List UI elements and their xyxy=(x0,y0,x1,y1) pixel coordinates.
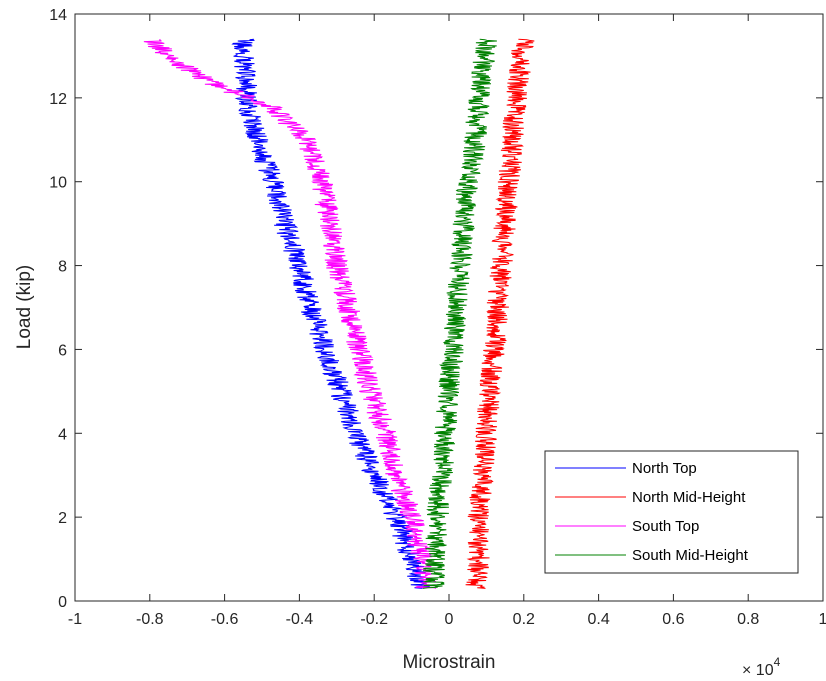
y-tick-label: 10 xyxy=(49,175,67,192)
x-tick-label: 0.8 xyxy=(737,611,759,628)
y-tick-label: 12 xyxy=(49,91,67,108)
series-line-3 xyxy=(143,38,437,589)
y-tick-label: 2 xyxy=(58,510,67,527)
y-tick-label: 0 xyxy=(58,594,67,611)
y-tick-label: 8 xyxy=(58,259,67,276)
x-axis-multiplier: × 104 xyxy=(742,655,781,679)
x-axis-title: Microstrain xyxy=(403,652,496,673)
x-multiplier-base: × 10 xyxy=(742,662,774,679)
legend-label: North Mid-Height xyxy=(632,489,746,506)
x-tick-label: -0.2 xyxy=(360,611,388,628)
x-tick-label: 0.4 xyxy=(587,611,609,628)
x-tick-label: -1 xyxy=(68,611,82,628)
legend-label: South Top xyxy=(632,518,699,535)
y-tick-label: 14 xyxy=(49,7,67,24)
x-multiplier-exponent: 4 xyxy=(774,655,781,669)
x-tick-label: 0.6 xyxy=(662,611,684,628)
series-line-2 xyxy=(465,38,535,589)
series-line-1 xyxy=(231,38,430,589)
x-tick-label: -0.6 xyxy=(211,611,239,628)
x-tick-label: 1 xyxy=(819,611,826,628)
series-line-4 xyxy=(422,38,497,589)
legend-label: South Mid-Height xyxy=(632,547,749,564)
y-tick-label: 6 xyxy=(58,342,67,359)
legend: North Top North Mid-Height South Top South … xyxy=(544,450,799,574)
series-layer xyxy=(143,38,535,589)
y-axis-title: Load (kip) xyxy=(14,265,35,350)
x-tick-label: 0.2 xyxy=(513,611,535,628)
y-tick-label: 4 xyxy=(58,426,67,443)
x-tick-label: 0 xyxy=(445,611,454,628)
x-tick-label: -0.4 xyxy=(286,611,314,628)
legend-label: North Top xyxy=(632,460,697,477)
ticks-layer: -1 -0.8 -0.6 -0.4 -0.2 0 0.2 0.4 0.6 0.8 102468101… xyxy=(49,7,826,628)
x-tick-label: -0.8 xyxy=(136,611,164,628)
legend-box xyxy=(544,450,799,574)
